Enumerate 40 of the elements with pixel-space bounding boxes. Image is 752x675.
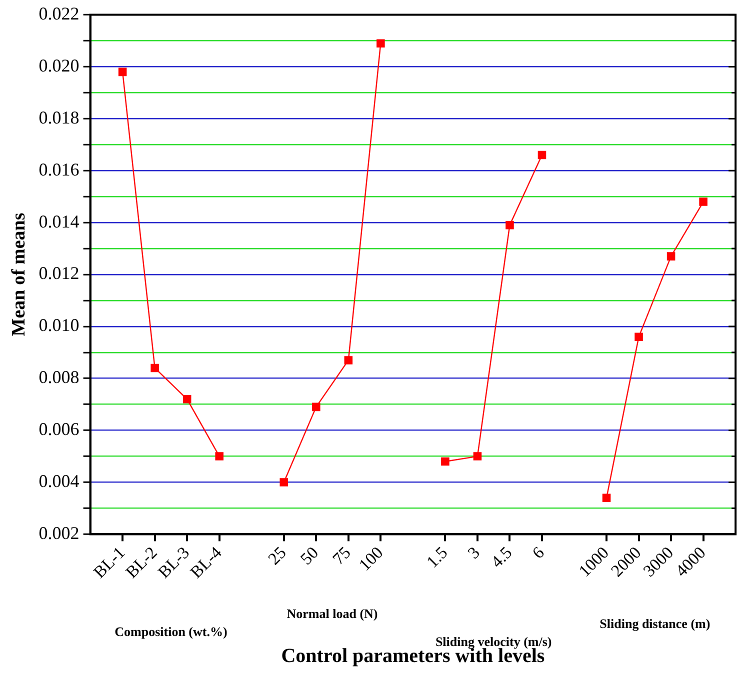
y-tick-label: 0.008 <box>38 367 80 388</box>
y-tick-label: 0.010 <box>38 315 80 336</box>
point <box>634 332 643 341</box>
y-tick-label: 0.004 <box>38 470 80 491</box>
point <box>215 452 224 460</box>
y-tick-label: 0.018 <box>38 107 80 128</box>
y-tick-label: 0.012 <box>38 263 80 284</box>
y-tick-label: 0.020 <box>38 55 80 76</box>
x-tick-label: 50 <box>296 542 322 568</box>
point <box>699 198 708 206</box>
point <box>280 478 288 486</box>
text: Composition (wt.%) <box>114 624 228 640</box>
x-tick-label: 100 <box>355 542 387 574</box>
y-axis-title: Mean of means <box>8 212 30 336</box>
y-tick-label: 0.014 <box>38 211 80 232</box>
point <box>344 356 353 364</box>
point <box>118 68 127 76</box>
point <box>441 457 450 466</box>
point <box>376 39 385 48</box>
x-tick-label: 4.5 <box>487 542 516 572</box>
y-tick-label: 0.006 <box>38 419 80 440</box>
point <box>506 221 514 230</box>
point <box>538 150 546 160</box>
point <box>150 364 159 372</box>
point <box>473 452 482 460</box>
x-tick-label: 4000 <box>672 542 710 580</box>
x-tick-label: 1.5 <box>422 542 452 572</box>
x-tick-label: 25 <box>264 542 290 568</box>
x-tick-label: 75 <box>328 542 354 568</box>
y-tick-label: 0.022 <box>38 4 80 24</box>
y-tick-label: 0.002 <box>38 522 80 543</box>
text: Sliding distance (m) <box>600 616 710 632</box>
point <box>602 494 611 502</box>
x-tick-label: 3 <box>464 542 484 562</box>
point <box>312 402 320 412</box>
y-tick-label: 0.016 <box>38 159 80 180</box>
text: Normal load (N) <box>286 606 378 622</box>
point <box>666 252 676 260</box>
x-tick-label: 6 <box>528 542 548 562</box>
point <box>182 395 192 404</box>
